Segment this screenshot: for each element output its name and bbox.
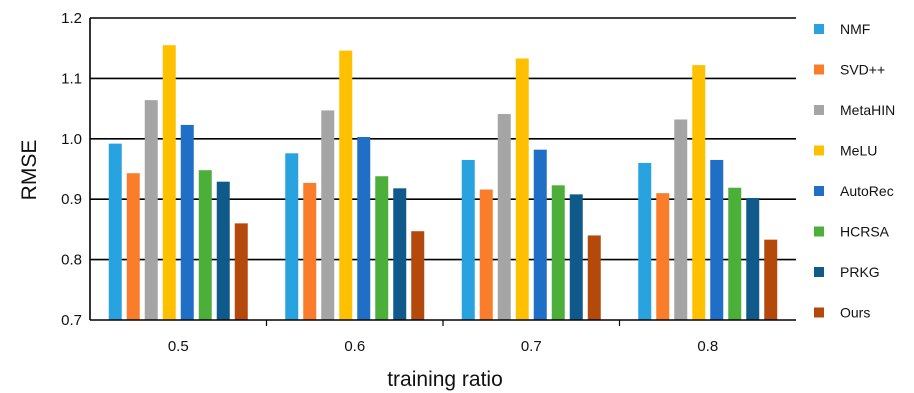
bar bbox=[180, 124, 194, 321]
bar bbox=[339, 50, 353, 321]
legend-label: PRKG bbox=[840, 264, 880, 280]
x-tick-label: 0.5 bbox=[168, 338, 189, 355]
x-tick-label: 0.7 bbox=[521, 338, 542, 355]
bar bbox=[728, 187, 742, 320]
bar bbox=[162, 45, 176, 321]
bar bbox=[533, 149, 547, 320]
y-tick-label: 0.7 bbox=[61, 312, 82, 329]
legend-label: AutoRec bbox=[840, 183, 894, 199]
legend-swatch bbox=[814, 267, 824, 277]
x-tick-labels: 0.5 0.6 0.7 0.8 bbox=[168, 338, 718, 355]
bar bbox=[411, 231, 425, 320]
gridlines bbox=[90, 17, 796, 261]
bars bbox=[108, 45, 778, 321]
bar bbox=[357, 136, 371, 320]
y-tick-label: 0.9 bbox=[61, 191, 82, 208]
bar bbox=[479, 189, 493, 320]
legend-swatch bbox=[814, 64, 824, 75]
bar bbox=[515, 58, 529, 321]
bar bbox=[638, 162, 652, 320]
bar bbox=[321, 110, 335, 320]
bar bbox=[198, 170, 212, 320]
x-tick-label: 0.8 bbox=[697, 338, 718, 355]
bar bbox=[764, 239, 778, 320]
y-tick-label: 1.1 bbox=[61, 70, 82, 87]
y-tick-labels: 0.7 0.8 0.9 1.0 1.1 1.2 bbox=[61, 10, 82, 329]
bar bbox=[234, 223, 248, 320]
bar bbox=[746, 197, 760, 320]
bar bbox=[303, 182, 317, 320]
bar bbox=[144, 100, 158, 320]
legend-label: Ours bbox=[840, 305, 870, 321]
bar bbox=[375, 176, 389, 320]
y-axis-label: RMSE bbox=[18, 140, 41, 201]
legend-swatch bbox=[814, 186, 824, 196]
x-axis-label: training ratio bbox=[387, 368, 503, 391]
bar bbox=[497, 114, 511, 320]
x-tick-label: 0.6 bbox=[344, 338, 365, 355]
legend-label: SVD++ bbox=[840, 62, 885, 78]
y-tick-label: 0.8 bbox=[61, 252, 82, 269]
legend-swatch bbox=[814, 226, 824, 237]
legend-label: MetaHIN bbox=[840, 102, 895, 118]
legend-label: MeLU bbox=[840, 143, 877, 159]
bar bbox=[285, 153, 299, 320]
legend-swatch bbox=[814, 105, 824, 115]
legend: NMF SVD++ MetaHIN MeLU AutoRec HCRSA PRKG Ours bbox=[814, 21, 895, 321]
bar bbox=[461, 159, 475, 320]
axes bbox=[89, 18, 796, 326]
bar bbox=[393, 188, 407, 320]
legend-label: HCRSA bbox=[840, 224, 890, 240]
bar bbox=[108, 143, 122, 320]
legend-swatch bbox=[814, 145, 824, 156]
bar bbox=[692, 65, 706, 320]
bar bbox=[126, 173, 140, 320]
bar bbox=[674, 119, 688, 320]
legend-swatch bbox=[814, 24, 824, 34]
y-tick-label: 1.0 bbox=[61, 131, 82, 148]
bar bbox=[569, 194, 583, 320]
bar bbox=[216, 181, 230, 320]
bar bbox=[587, 235, 601, 320]
y-tick-label: 1.2 bbox=[61, 10, 82, 27]
bar bbox=[656, 193, 670, 320]
legend-swatch bbox=[814, 307, 824, 318]
bar bbox=[551, 185, 565, 320]
legend-label: NMF bbox=[840, 21, 870, 37]
bar bbox=[710, 159, 724, 320]
